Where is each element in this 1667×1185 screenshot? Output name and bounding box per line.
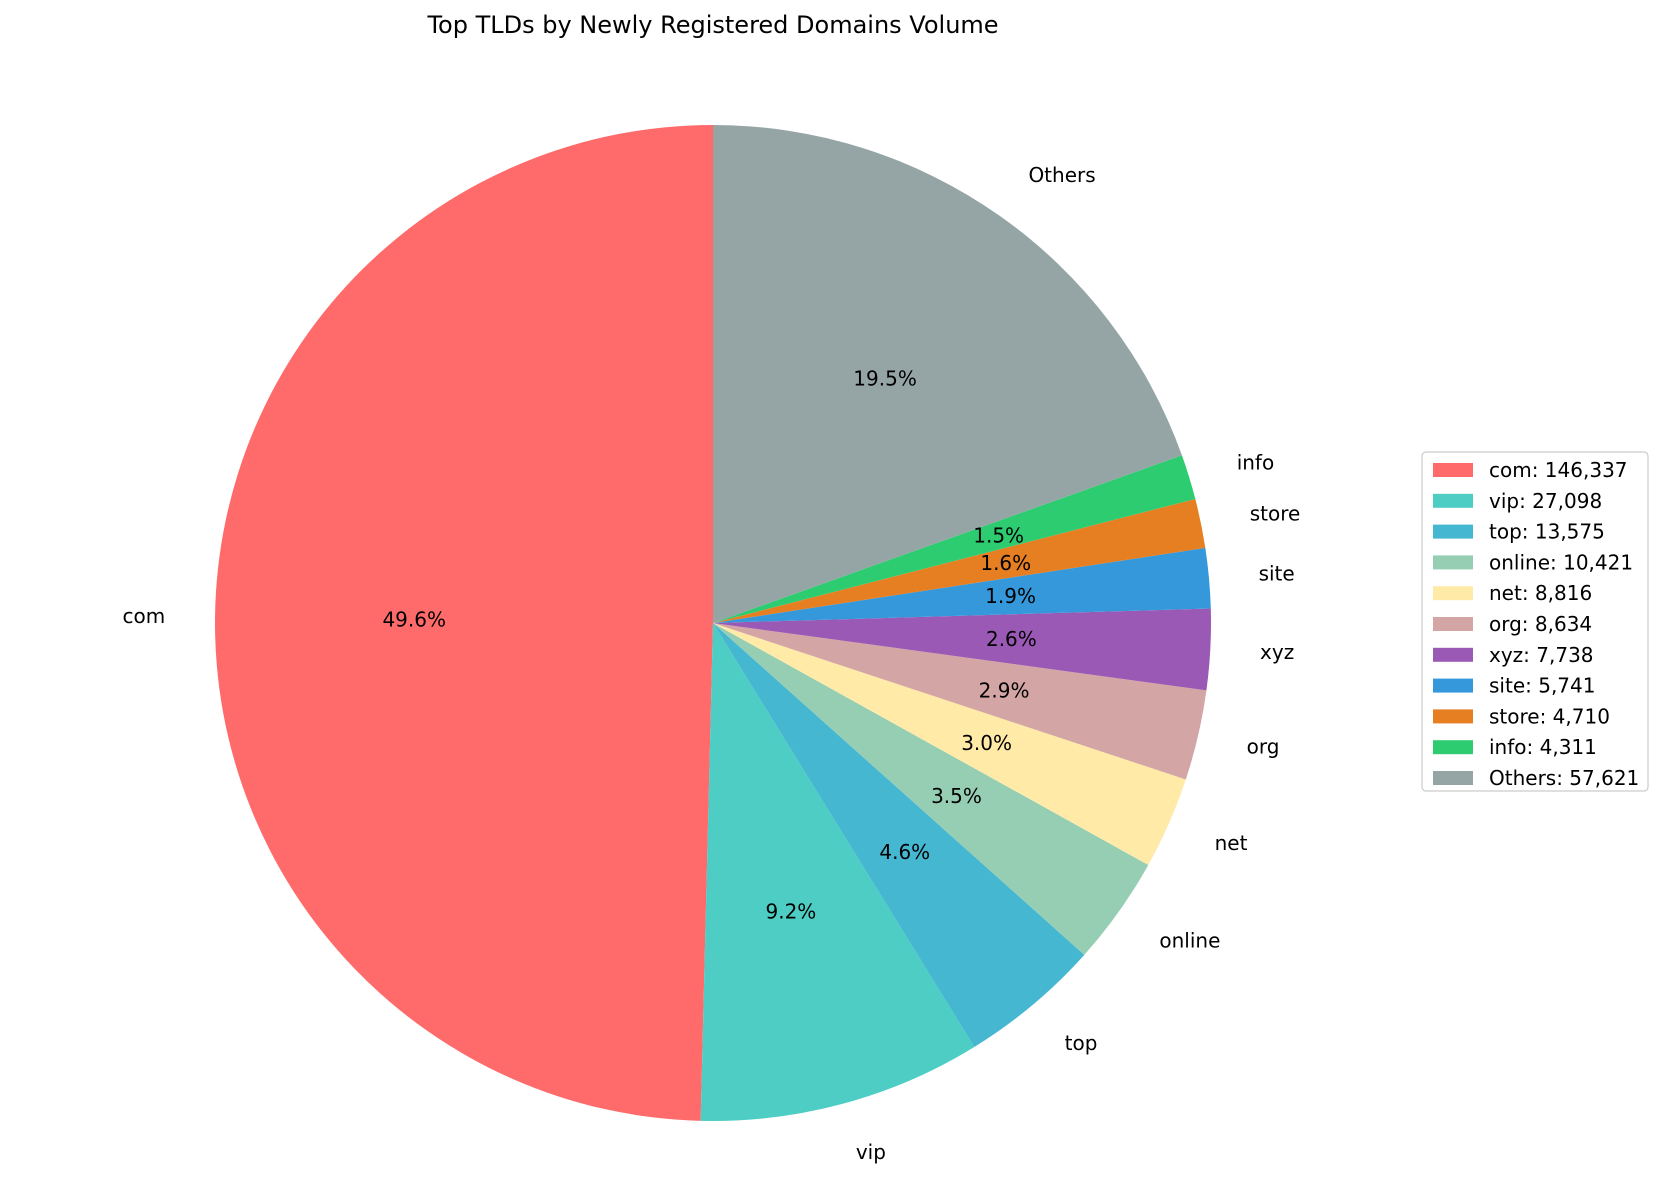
legend-swatch-store (1433, 709, 1473, 724)
category-label-store: store (1250, 501, 1301, 525)
legend-swatch-info (1433, 740, 1473, 755)
pie-slice-vip (700, 623, 975, 1121)
category-label-info: info (1237, 450, 1275, 474)
legend-label-org: org: 8,634 (1489, 612, 1592, 636)
pie-slice-top (713, 623, 1085, 1047)
pie-slice-info (713, 455, 1196, 623)
category-label-online: online (1159, 929, 1220, 953)
pct-label-others: 19.5% (853, 367, 917, 391)
legend-label-info: info: 4,311 (1489, 735, 1597, 759)
category-label-site: site (1259, 562, 1295, 586)
chart-title: Top TLDs by Newly Registered Domains Vol… (426, 11, 998, 39)
pie-slices (215, 125, 1211, 1121)
category-labels: com vip top online net org xyz site store info Oth… (123, 163, 1301, 1164)
pct-label-net: 3.0% (961, 731, 1012, 755)
pct-label-online: 3.5% (931, 784, 982, 808)
pie-slice-org (713, 623, 1207, 780)
legend: com: 146,337 vip: 27,098 top: 13,575 online… (1421, 451, 1649, 792)
pie-slice-online (713, 623, 1149, 955)
pct-label-org: 2.9% (979, 678, 1030, 702)
pie-slice-com (215, 125, 714, 1121)
legend-label-com: com: 146,337 (1489, 458, 1628, 482)
pie-slice-others (713, 125, 1182, 623)
pie-slice-net (713, 623, 1186, 865)
category-label-org: org (1247, 735, 1280, 759)
legend-swatch-org (1433, 617, 1473, 631)
legend-swatch-net (1433, 586, 1473, 601)
legend-label-site: site: 5,741 (1489, 674, 1595, 698)
pct-label-vip: 9.2% (766, 899, 817, 923)
pie-slice-site (713, 547, 1211, 623)
category-label-top: top (1065, 1031, 1098, 1055)
legend-swatch-others (1433, 771, 1473, 785)
pct-label-top: 4.6% (879, 840, 930, 864)
legend-items: com: 146,337 vip: 27,098 top: 13,575 online… (1433, 458, 1639, 790)
pct-label-com: 49.6% (382, 607, 446, 631)
legend-swatch-top (1433, 524, 1473, 539)
category-label-xyz: xyz (1260, 640, 1294, 664)
legend-label-others: Others: 57,621 (1489, 766, 1639, 790)
legend-label-xyz: xyz: 7,738 (1489, 643, 1594, 667)
legend-swatch-xyz (1433, 647, 1473, 662)
legend-swatch-vip (1433, 493, 1473, 508)
category-label-others: Others (1028, 163, 1095, 187)
pct-label-site: 1.9% (985, 584, 1036, 608)
legend-label-store: store: 4,710 (1489, 704, 1610, 728)
category-label-vip: vip (856, 1140, 886, 1164)
percentage-labels: 49.6% 9.2% 4.6% 3.5% 3.0% 2.9% 2.6% 1.9% 1.6% 1.5… (382, 367, 1036, 924)
legend-swatch-online (1433, 555, 1473, 570)
legend-label-online: online: 10,421 (1489, 550, 1633, 574)
pct-label-xyz: 2.6% (986, 627, 1037, 651)
legend-label-net: net: 8,816 (1489, 581, 1592, 605)
pie-slice-store (713, 498, 1206, 623)
legend-label-top: top: 13,575 (1489, 520, 1605, 544)
category-label-com: com (123, 604, 166, 628)
legend-frame (1421, 451, 1649, 792)
category-label-net: net (1215, 831, 1248, 855)
legend-swatch-site (1433, 678, 1473, 693)
legend-swatch-com (1433, 463, 1473, 477)
pie-slice-xyz (713, 608, 1211, 691)
pct-label-store: 1.6% (980, 551, 1031, 575)
pct-label-info: 1.5% (973, 523, 1024, 547)
legend-label-vip: vip: 27,098 (1489, 489, 1602, 513)
